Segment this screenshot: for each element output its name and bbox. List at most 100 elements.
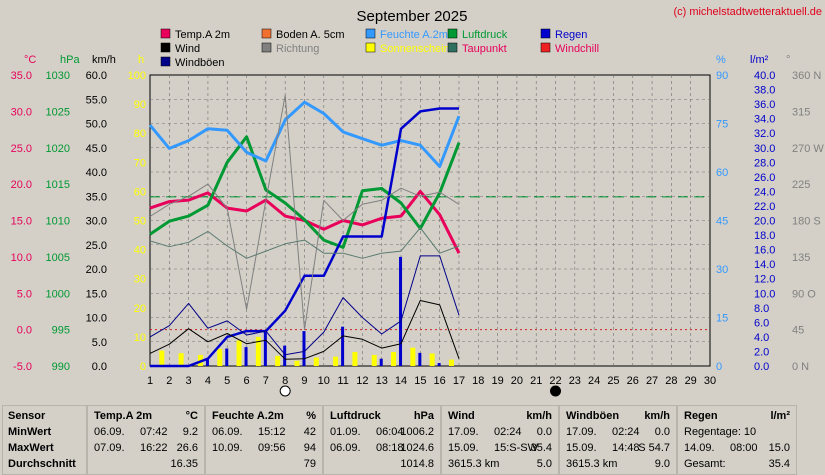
x-tick-label: 2: [166, 375, 172, 387]
stats-unit: km/h: [644, 410, 670, 422]
legend-label: Wind: [175, 43, 200, 55]
axis-tick-label: 32.0: [754, 128, 775, 140]
rain-bar: [244, 347, 248, 366]
axis-tick-label: 5.0: [92, 337, 107, 349]
sunshine-bar: [275, 355, 281, 366]
x-tick-label: 5: [224, 375, 230, 387]
axis-tick-label: 25.0: [11, 143, 32, 155]
axis-tick-label: 20: [134, 303, 146, 315]
series-line-taupunkt: [149, 227, 460, 259]
x-tick-label: 14: [395, 375, 407, 387]
x-tick-label: 3: [186, 375, 192, 387]
legend-swatch: [160, 42, 171, 53]
stats-value: 42: [303, 426, 316, 438]
copyright-text: (c) michelstadtwetteraktuell.de: [673, 6, 822, 18]
plot-area: [149, 74, 711, 367]
x-tick-label: 16: [434, 375, 446, 387]
axis-tick-label: 12.0: [754, 274, 775, 286]
axis-tick-label: 50: [134, 216, 146, 228]
legend-label: Windböen: [175, 57, 225, 69]
axis-tick-label: 20.0: [754, 216, 775, 228]
legend-swatch: [365, 28, 376, 39]
sunshine-bar: [429, 353, 435, 366]
axis-tick-label: 0.0: [92, 361, 107, 373]
axis-tick-label: 40.0: [754, 70, 775, 82]
stats-value: 35.4: [530, 442, 552, 454]
axis-tick-label: 15: [716, 313, 728, 325]
stats-value: 0.0: [536, 426, 552, 438]
series-line-windb-en: [149, 255, 460, 356]
stats-distance: 3615.3 km: [448, 458, 500, 470]
axis-tick-label: 10.0: [754, 288, 775, 300]
x-tick-label: 22: [549, 375, 561, 387]
axis-tick-label: 75: [716, 119, 728, 131]
axis-tick-label: 90: [134, 99, 146, 111]
stats-header: Windböen: [566, 410, 620, 422]
rain-bar: [225, 348, 229, 366]
axis-tick-label: 360 N: [792, 70, 821, 82]
rain-bar: [302, 331, 306, 366]
axis-tick-label: 1005: [46, 252, 70, 264]
x-tick-label: 19: [491, 375, 503, 387]
stats-panel-rain: Regen l/m² Regentage: 10 14.09. 08:00 15…: [677, 405, 797, 475]
stats-panel-sensor: Sensor MinWert MaxWert Durchschnitt: [2, 405, 87, 475]
axis-tick-label: 35.0: [86, 191, 107, 203]
sunshine-bar: [410, 347, 416, 366]
stats-value: 16.35: [170, 458, 198, 470]
axis-tick-label: 14.0: [754, 259, 775, 271]
axis-tick-label: 1030: [46, 70, 70, 82]
stats-unit: °C: [185, 410, 198, 422]
x-tick-label: 9: [301, 375, 307, 387]
stats-time: 15:12: [258, 426, 286, 438]
stats-value: 26.6: [176, 442, 198, 454]
stats-header: Luftdruck: [330, 410, 381, 422]
stats-date: 17.09.: [448, 426, 479, 438]
x-tick-label: 30: [704, 375, 716, 387]
legend-label: Regen: [555, 29, 587, 41]
stats-value: 5.0: [536, 458, 552, 470]
stats-label-min: MinWert: [8, 426, 52, 438]
x-tick-label: 23: [569, 375, 581, 387]
axis-tick-label: 1025: [46, 106, 70, 118]
x-tick-label: 7: [263, 375, 269, 387]
stats-header: Temp.A 2m: [94, 410, 153, 422]
stats-date: 06.09.: [330, 442, 361, 454]
legend-swatch: [160, 56, 171, 67]
axis-unit-label: hPa: [60, 54, 80, 66]
axis-unit-label: h: [138, 54, 144, 66]
stats-time: 06:04: [376, 426, 404, 438]
sunshine-bar: [313, 357, 319, 366]
x-tick-label: 8: [282, 375, 288, 387]
axis-tick-label: 22.0: [754, 201, 775, 213]
rain-bar: [437, 363, 441, 366]
x-tick-label: 6: [243, 375, 249, 387]
axis-unit-label: km/h: [92, 54, 116, 66]
sunshine-bar: [294, 360, 300, 366]
axis-tick-label: 225: [792, 179, 810, 191]
sunshine-bar: [333, 356, 339, 366]
series-line-richtung: [149, 94, 460, 331]
stats-value: 94: [303, 442, 316, 454]
stats-total-label: Gesamt:: [684, 458, 726, 470]
legend-swatch: [160, 28, 171, 39]
stats-value: 0.0: [654, 426, 670, 438]
legend-label: Taupunkt: [462, 43, 507, 55]
axis-tick-label: 10.0: [11, 252, 32, 264]
axis-tick-label: 15.0: [86, 288, 107, 300]
legend-label: Luftdruck: [462, 29, 508, 41]
stats-rain-days: Regentage: 10: [684, 426, 757, 438]
x-tick-label: 27: [646, 375, 658, 387]
axis-tick-label: 5.0: [17, 288, 32, 300]
axis-tick-label: 80: [134, 128, 146, 140]
axis-tick-label: 1010: [46, 216, 70, 228]
axis-tick-label: 26.0: [754, 172, 775, 184]
x-tick-label: 17: [453, 375, 465, 387]
axis-tick-label: 45.0: [86, 143, 107, 155]
stats-label-avg: Durchschnitt: [8, 458, 76, 470]
series-line-wind: [149, 300, 460, 360]
axis-tick-label: 18.0: [754, 230, 775, 242]
legend-swatch: [447, 28, 458, 39]
legend-swatch: [540, 42, 551, 53]
axis-tick-label: 4.0: [754, 332, 769, 344]
axis-tick-label: 35.0: [11, 70, 32, 82]
